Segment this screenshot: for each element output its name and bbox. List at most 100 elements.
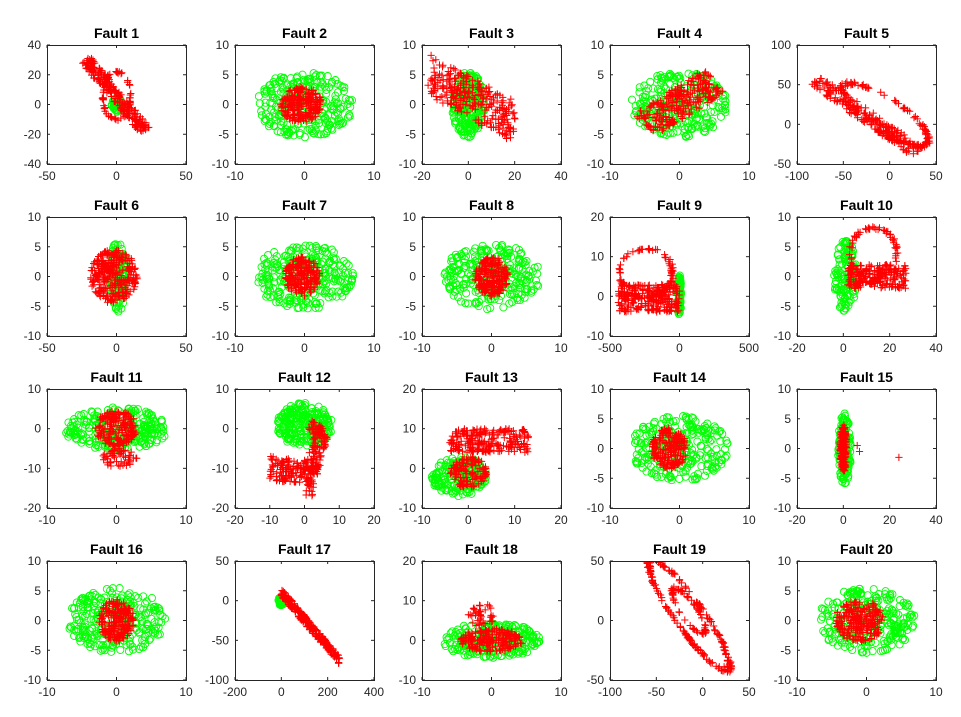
normal-circle-marker [446,271,455,281]
normal-circle-marker [849,289,858,299]
fault-plus-marker [864,114,872,122]
normal-circle-marker [282,81,291,90]
fault-plus-marker [504,119,512,127]
fault-plus-marker [96,293,104,301]
fault-plus-marker [430,86,438,95]
fault-plus-marker [684,91,692,99]
fault-plus-marker [486,92,494,101]
fault-plus-marker [881,123,890,131]
fault-plus-marker [113,275,122,284]
fault-plus-marker [701,78,709,86]
fault-plus-marker [433,96,441,104]
fault-plus-marker [845,101,853,109]
fault-plus-marker [660,286,668,294]
fault-plus-marker [650,291,658,299]
fault-plus-marker [675,94,683,102]
normal-circle-marker [721,105,730,114]
fault-plus-marker [891,244,899,252]
normal-circle-marker [63,426,72,435]
x-tick-label: 0 [488,341,495,355]
fault-plus-marker [879,266,887,274]
normal-circle-marker [255,99,264,108]
normal-circle-marker [283,301,292,311]
fault-plus-marker [306,277,314,286]
fault-plus-marker [925,137,933,145]
y-tick-label: 10 [403,38,417,52]
fault-plus-marker [121,426,130,434]
x-tick-label: 0 [113,169,120,183]
fault-plus-marker [100,292,108,300]
fault-plus-marker [315,269,323,277]
normal-circle-marker [331,271,340,280]
fault-plus-marker [670,118,678,126]
fault-plus-marker [93,289,101,297]
y-tick-label: 0 [784,270,791,284]
y-tick-label: 0 [34,270,41,284]
normal-circle-marker [152,436,162,445]
fault-plus-marker [96,66,104,74]
y-tick-label: 5 [222,68,229,82]
fault-plus-marker [129,276,137,284]
normal-circle-marker [836,287,845,296]
fault-plus-marker [117,70,125,78]
fault-plus-marker [293,257,301,266]
fault-plus-marker [89,71,98,79]
normal-circle-marker [457,250,466,259]
y-tick-label: -10 [399,329,417,343]
normal-circle-marker [339,86,348,95]
normal-circle-marker [338,118,348,127]
fault-plus-marker [859,117,867,125]
fault-plus-marker [624,250,632,258]
fault-plus-marker [497,272,505,280]
fault-plus-marker [490,277,498,285]
fault-plus-marker [640,113,648,121]
normal-circle-marker [462,289,471,298]
fault-plus-marker [126,287,134,295]
normal-circle-marker [142,409,151,418]
y-tick-label: -10 [24,329,42,343]
normal-circle-marker [495,243,504,252]
fault-plus-marker [685,109,693,117]
x-tick-label: 0 [676,169,683,183]
fault-plus-marker [503,271,511,279]
fault-plus-marker [899,267,907,276]
normal-circle-marker [454,266,463,275]
normal-circle-marker [94,442,103,451]
fault-plus-marker [125,278,133,286]
fault-plus-marker [689,77,697,86]
scatter-points [830,223,910,315]
normal-circle-marker [322,286,331,295]
normal-circle-marker [257,273,266,282]
fault-plus-marker [478,100,486,109]
normal-circle-marker [684,123,693,132]
fault-plus-marker [626,283,634,291]
fault-plus-marker [918,143,926,151]
fault-plus-marker [447,100,456,109]
fault-plus-marker [435,70,444,78]
fault-plus-marker [111,279,119,287]
fault-plus-marker [901,134,909,142]
normal-circle-marker [328,78,337,87]
normal-circle-marker [335,119,344,128]
normal-circle-marker [664,128,673,137]
normal-circle-marker [298,244,307,253]
fault-plus-marker [291,279,299,288]
normal-circle-marker [157,417,166,426]
fault-plus-marker [289,105,297,114]
normal-circle-marker [268,284,277,293]
y-tick-label: 10 [216,210,230,224]
x-tick-label: 0 [465,169,472,183]
normal-circle-marker [66,428,75,437]
normal-circle-marker [639,96,648,105]
y-tick-label: 0 [222,98,229,112]
fault-plus-marker [867,121,875,129]
fault-plus-marker [635,281,643,289]
normal-circle-marker [518,265,527,274]
normal-circle-marker [148,428,157,437]
fault-plus-marker [298,253,306,261]
axes-box [797,45,937,165]
y-tick-label: 100 [771,38,791,52]
fault-plus-marker [100,248,109,256]
y-tick-label: -5 [218,299,229,313]
normal-circle-marker [277,121,286,130]
